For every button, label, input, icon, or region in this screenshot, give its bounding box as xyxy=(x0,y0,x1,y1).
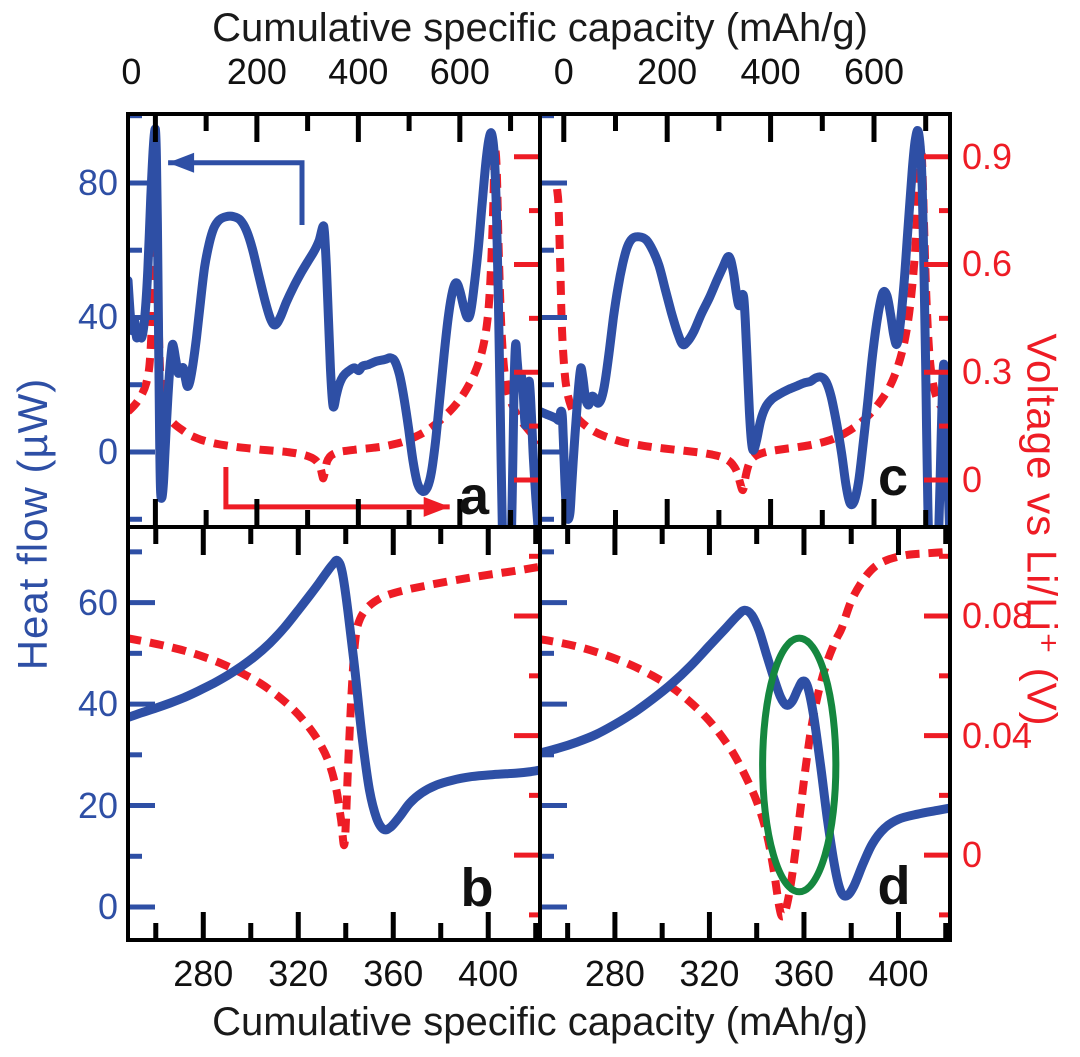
heat-axis-arrow-head xyxy=(168,152,195,173)
panel-c-voltage-curve xyxy=(553,141,950,495)
panel-d-frame xyxy=(538,525,952,942)
x-tick-label: 320 xyxy=(679,953,740,994)
panel-b-curves xyxy=(128,555,540,850)
heatflow-tick-label: 0 xyxy=(97,431,118,472)
highlight-ellipse xyxy=(759,634,840,896)
panel-c-ticks xyxy=(540,113,950,527)
x-tick-label: 400 xyxy=(328,51,389,92)
x-tick-label: 280 xyxy=(173,953,234,994)
voltage-tick-label: 0.3 xyxy=(962,351,1013,393)
x-tick-label: 200 xyxy=(637,51,698,92)
panel-a-heatflow-curve xyxy=(128,124,540,527)
voltage-tick-label: 0 xyxy=(962,458,983,500)
x-tick-label: 320 xyxy=(268,953,329,994)
panel-b-voltage-curve xyxy=(128,562,540,850)
voltage-tick-label: 0.08 xyxy=(962,595,1033,637)
x-tick-label: 400 xyxy=(740,51,801,92)
heat-axis-arrow xyxy=(168,160,305,225)
heatflow-tick-label: 80 xyxy=(77,161,118,203)
heatflow-tick-label: 40 xyxy=(77,683,118,725)
x-tick-label: 360 xyxy=(773,953,834,994)
voltage-tick-label: 0.6 xyxy=(962,243,1013,285)
x-tick-label: 360 xyxy=(363,953,424,994)
voltage-tick-label: 0.04 xyxy=(962,714,1033,756)
left-axis-title: Heat flow (µW) xyxy=(9,377,56,671)
panel-label-d: d xyxy=(877,856,911,916)
panel-a-ticks xyxy=(128,113,540,527)
voltage-tick-label: 0 xyxy=(962,834,983,876)
panel-c-curves xyxy=(540,126,950,527)
heatflow-tick-label: 20 xyxy=(77,784,118,826)
panel-c-heatflow-curve xyxy=(540,126,950,527)
panel-label-a: a xyxy=(458,466,490,526)
x-tick-label: 400 xyxy=(868,953,929,994)
panel-b-heatflow-curve xyxy=(128,555,540,835)
bottom-axis-title: Cumulative specific capacity (mAh/g) xyxy=(212,1000,868,1044)
voltage-axis-arrow-head xyxy=(423,496,450,517)
voltage-tick-label: 0.9 xyxy=(962,135,1013,177)
x-tick-label: 400 xyxy=(458,953,519,994)
panel-a-voltage-curve xyxy=(128,142,540,483)
x-tick-label: 600 xyxy=(843,51,905,92)
heatflow-tick-label: 0 xyxy=(97,886,118,928)
x-tick-label: 0 xyxy=(121,51,142,92)
panel-d-heatflow-curve xyxy=(540,605,950,901)
right-axis-title: Voltage vs Li/Li⁺ (V) xyxy=(1018,333,1066,727)
heatflow-tick-label: 60 xyxy=(77,581,118,623)
x-tick-label: 0 xyxy=(553,51,574,92)
panel-label-b: b xyxy=(460,858,494,918)
panel-d-curves xyxy=(540,547,950,921)
x-tick-label: 200 xyxy=(226,51,287,92)
top-axis-title: Cumulative specific capacity (mAh/g) xyxy=(212,6,868,50)
panel-d-voltage-curve xyxy=(540,547,950,921)
panel-a-curves xyxy=(128,124,540,527)
voltage-axis-arrow xyxy=(223,467,450,510)
panel-d-ticks xyxy=(540,527,950,940)
heatflow-tick-label: 40 xyxy=(77,296,118,338)
x-tick-label: 600 xyxy=(429,51,490,92)
panel-label-c: c xyxy=(877,447,909,507)
x-tick-label: 280 xyxy=(584,953,645,994)
